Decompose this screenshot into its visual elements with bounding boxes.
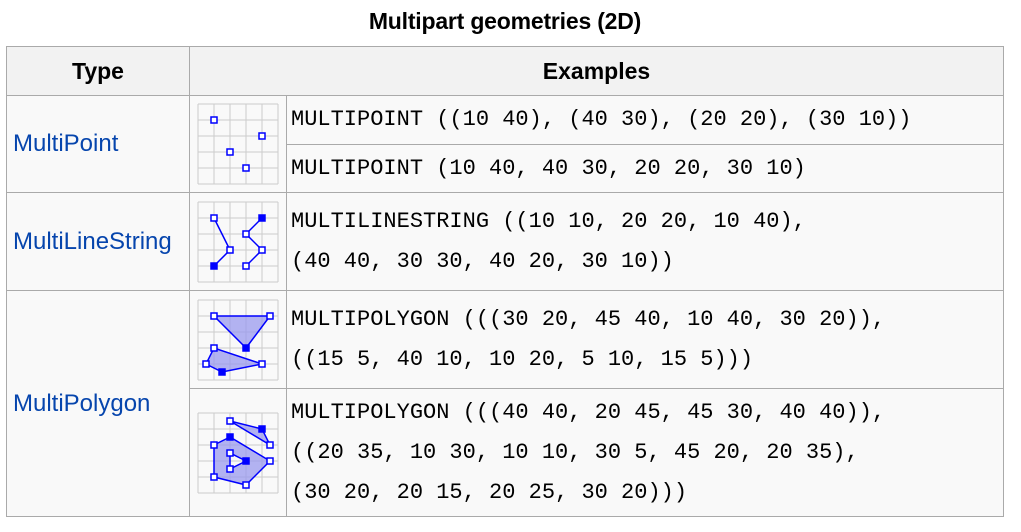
header-type: Type: [6, 46, 190, 96]
example-wkt: MULTILINESTRING ((10 10, 20 20, 10 40), …: [286, 192, 1004, 291]
type-link-multilinestring[interactable]: MultiLineString: [13, 227, 172, 255]
example-wkt: MULTIPOLYGON (((30 20, 45 40, 10 40, 30 …: [286, 290, 1004, 389]
table-row: MultiPoint MULTIPOINT ((10 40), (40 30),…: [6, 95, 1004, 193]
type-link-multipoint[interactable]: MultiPoint: [13, 130, 119, 157]
diagram-cell: [189, 192, 287, 291]
multilinestring-diagram-icon: [197, 201, 279, 282]
type-cell: MultiPolygon: [6, 290, 190, 517]
multipolygon-diagram-icon: [197, 412, 279, 493]
example-wkt: MULTIPOLYGON (((40 40, 20 45, 45 30, 40 …: [286, 388, 1004, 517]
diagram-cell: [189, 95, 287, 193]
header-row: Type Examples: [6, 46, 1004, 96]
table-row: MultiPolygon: [6, 290, 1004, 517]
table-row: MULTIPOLYGON (((40 40, 20 45, 45 30, 40 …: [7, 388, 1004, 517]
diagram-cell: [189, 388, 287, 517]
multipoint-diagram-icon: [197, 103, 279, 185]
diagram-cell: [189, 290, 287, 389]
example-wkt: MULTIPOINT (10 40, 40 30, 20 20, 30 10): [286, 144, 1004, 193]
type-cell: MultiPoint: [6, 95, 190, 193]
geometry-table: Type Examples MultiPoint MULTIPOI: [6, 46, 1004, 517]
table-row: MULTIPOINT (10 40, 40 30, 20 20, 30 10): [7, 144, 1004, 193]
multipolygon-diagram-icon: [197, 299, 279, 380]
example-wkt: MULTIPOINT ((10 40), (40 30), (20 20), (…: [286, 95, 1004, 145]
table-caption: Multipart geometries (2D): [368, 8, 642, 34]
table-row: MultiLineString: [6, 192, 1004, 291]
type-cell: MultiLineString: [6, 192, 190, 291]
type-link-multipolygon[interactable]: MultiPolygon: [13, 389, 151, 417]
header-examples: Examples: [189, 46, 1004, 96]
